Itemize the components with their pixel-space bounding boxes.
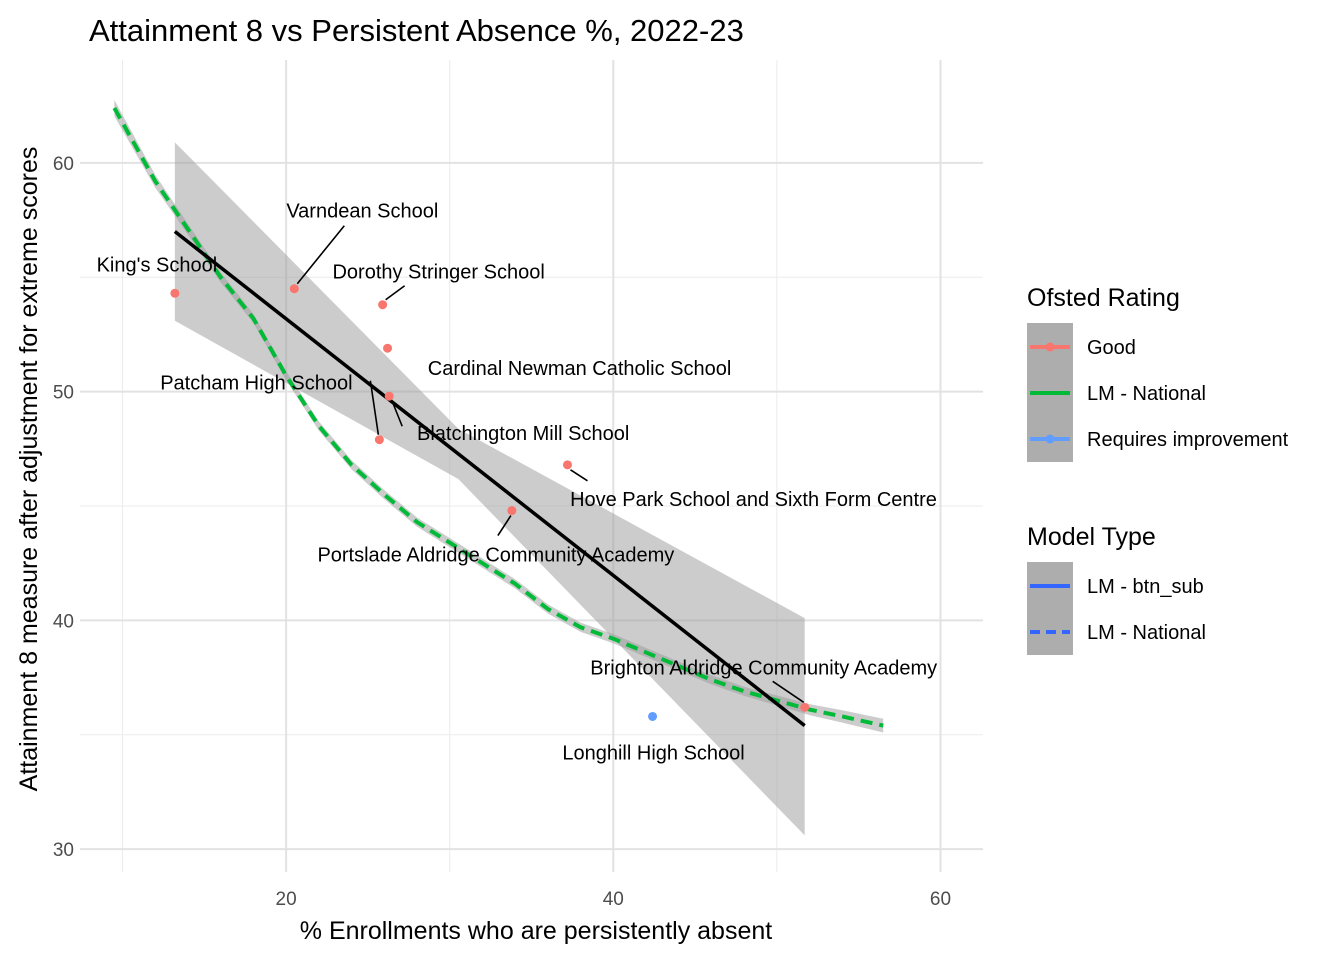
data-point: [378, 300, 388, 310]
legend-item-label: Good: [1087, 337, 1136, 359]
data-point: [374, 435, 384, 445]
point-label: Varndean School: [286, 201, 438, 223]
x-tick-label: 40: [603, 889, 624, 910]
y-axis-title: Attainment 8 measure after adjustment fo…: [15, 147, 43, 792]
legend-group: Ofsted Rating Good LM - National Requires i…: [1027, 284, 1289, 462]
y-tick-label: 30: [53, 840, 74, 861]
point-label: Cardinal Newman Catholic School: [428, 358, 731, 380]
legend-group: Model Type LM - btn_sub LM - National: [1027, 523, 1206, 655]
chart-title: Attainment 8 vs Persistent Absence %, 20…: [89, 13, 744, 48]
btn-sub-model-line: [173, 230, 806, 727]
legend-title: Model Type: [1027, 523, 1156, 551]
confidence-bands: [114, 100, 884, 836]
point-label: Blatchington Mill School: [417, 423, 629, 445]
point-label: King's School: [97, 254, 218, 276]
data-point: [383, 343, 393, 353]
label-leader-line: [369, 380, 380, 435]
legend-key-background: [1027, 562, 1073, 655]
legend-key-point: [1045, 434, 1055, 444]
point-label: Dorothy Stringer School: [332, 262, 544, 284]
regression-lines: [112, 107, 884, 728]
axis-ticks: 20 40 60 30 40 50 60: [53, 154, 951, 910]
y-tick-label: 60: [53, 154, 74, 175]
x-tick-label: 20: [276, 889, 297, 910]
data-point: [170, 288, 180, 298]
data-point: [507, 506, 517, 516]
y-tick-label: 50: [53, 383, 74, 404]
legend: Ofsted Rating Good LM - National Requires i…: [1027, 284, 1289, 655]
data-point: [289, 284, 299, 294]
data-points: [170, 284, 810, 721]
label-leader-line: [570, 469, 588, 482]
y-tick-label: 40: [53, 611, 74, 632]
data-point: [648, 711, 658, 721]
label-leader-line: [497, 515, 512, 537]
legend-key-point: [1045, 342, 1055, 352]
national-model-line: [112, 107, 884, 728]
legend-item-label: Requires improvement: [1087, 429, 1289, 451]
point-labels: King's School Varndean School Dorothy Stri…: [97, 201, 938, 765]
legend-item-label: LM - btn_sub: [1087, 576, 1204, 598]
data-point: [800, 702, 810, 712]
legend-item-label: LM - National: [1087, 383, 1206, 405]
point-label: Hove Park School and Sixth Form Centre: [570, 489, 937, 511]
legend-item-label: LM - National: [1087, 622, 1206, 644]
label-leader-line: [385, 285, 406, 301]
data-point: [384, 391, 394, 401]
point-label: Portslade Aldridge Community Academy: [317, 545, 674, 567]
x-axis-title: % Enrollments who are persistently absen…: [300, 917, 773, 945]
label-leader-line: [391, 400, 403, 427]
legend-title: Ofsted Rating: [1027, 284, 1180, 312]
point-label: Longhill High School: [562, 742, 744, 764]
btn-sub-confidence-band: [174, 142, 805, 836]
grid-lines: [80, 60, 983, 872]
label-leader-line: [772, 680, 805, 703]
label-leader-line: [296, 225, 345, 285]
x-tick-label: 60: [930, 889, 951, 910]
point-label: Patcham High School: [160, 373, 352, 395]
point-label: Brighton Aldridge Community Academy: [590, 657, 937, 679]
data-point: [562, 460, 572, 470]
